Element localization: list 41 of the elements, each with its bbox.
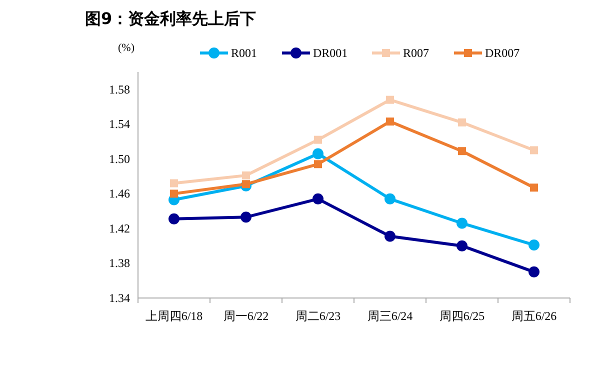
y-tick-label: 1.58: [109, 82, 130, 96]
y-tick-label: 1.50: [109, 152, 130, 166]
x-tick-label: 上周四6/18: [145, 309, 203, 323]
y-tick-label: 1.38: [109, 256, 130, 270]
point: [312, 148, 324, 160]
point: [528, 266, 540, 278]
point: [530, 146, 538, 154]
point: [456, 240, 468, 252]
chart-title: 图9：资金利率先上后下: [85, 9, 256, 28]
point: [386, 96, 394, 104]
y-tick-label: 1.46: [109, 186, 130, 201]
x-tick-label: 周一6/22: [223, 309, 269, 323]
y-tick-label: 1.42: [109, 221, 130, 236]
x-tick-label: 周五6/26: [511, 309, 557, 323]
legend-label: R007: [403, 46, 430, 60]
y-tick-label: 1.34: [109, 291, 130, 305]
x-tick-label: 周二6/23: [295, 309, 341, 323]
legend-label: DR001: [313, 46, 348, 60]
point: [458, 118, 466, 126]
point: [242, 171, 250, 180]
y-axis-title: (%): [118, 42, 135, 54]
point: [168, 213, 180, 224]
legend-label: R001: [231, 46, 258, 60]
point: [528, 239, 540, 250]
point: [384, 230, 396, 242]
point: [240, 212, 252, 223]
point: [170, 179, 178, 188]
point: [530, 184, 538, 192]
point: [314, 136, 322, 144]
point: [312, 193, 324, 204]
point: [458, 147, 466, 156]
x-tick-label: 周三6/24: [367, 309, 413, 323]
point: [456, 218, 468, 229]
point: [384, 193, 396, 204]
point: [242, 180, 250, 188]
point: [170, 190, 178, 198]
legend-label: DR007: [485, 46, 520, 60]
point: [314, 160, 322, 168]
x-tick-label: 周四6/25: [439, 309, 485, 323]
point: [386, 118, 394, 126]
y-tick-label: 1.54: [109, 117, 130, 132]
